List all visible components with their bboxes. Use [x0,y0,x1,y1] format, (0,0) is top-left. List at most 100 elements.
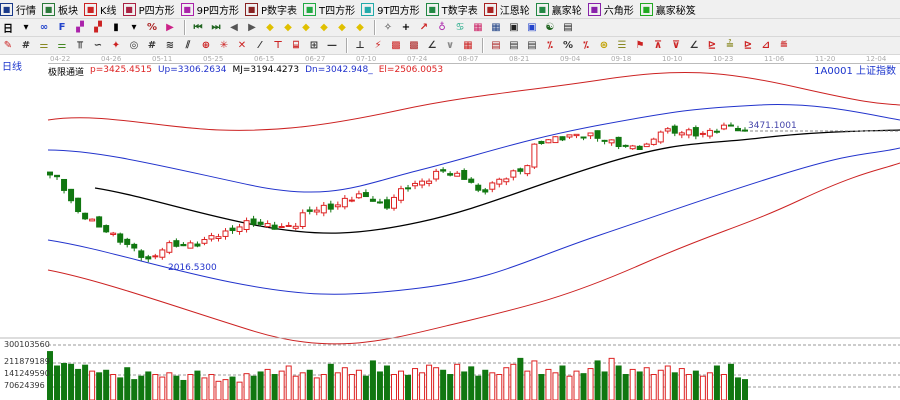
spark-icon[interactable]: ⚡ [374,40,382,51]
save-icon[interactable]: ▣ [527,22,537,33]
menu-item-label: 行情 [16,5,36,17]
shift-right-icon[interactable]: ◆ [320,22,328,33]
shift-up-icon[interactable]: ◆ [338,22,346,33]
zoom-out-icon[interactable]: ◆ [284,22,292,33]
menu-item-winner-wheel[interactable]: ■ 赢家轮 [535,2,582,17]
eq-icon[interactable]: ≟ [725,40,735,51]
candle-body [538,140,545,145]
list-icon[interactable]: ▤ [527,40,537,51]
volume-bar [348,374,355,400]
bar-icon[interactable]: ▮ [113,22,119,33]
t-icon[interactable]: ⊤ [273,40,283,51]
fib2-icon[interactable]: ⚌ [57,40,67,51]
box-icon[interactable]: ⌸ [293,40,299,51]
doc-icon[interactable]: ▣ [509,22,519,33]
date-icon[interactable]: ▦ [473,22,483,33]
menu-item-9p-square[interactable]: ■ 9P四方形 [180,2,239,17]
angle3-icon[interactable]: ⊵ [707,40,717,51]
menu-item-sector[interactable]: ■ 板块 [42,2,78,17]
menu-icon[interactable]: ☰ [617,40,627,51]
angle-icon[interactable]: ∠ [427,40,437,51]
perp-icon[interactable]: ⊥ [355,40,365,51]
dropdown2-icon[interactable]: ▾ [131,22,137,33]
cursor-icon[interactable]: ✧ [383,22,393,33]
f-icon[interactable]: F [58,22,66,33]
indicator-el: El=2506.0053 [378,65,444,75]
angle5-icon[interactable]: ⊿ [761,40,771,51]
sun-icon[interactable]: ⊛ [599,40,609,51]
flag-icon[interactable]: ▶ [166,22,174,33]
shift-left-icon[interactable]: ◆ [302,22,310,33]
grid3-icon[interactable]: ⊞ [309,40,319,51]
table2-icon[interactable]: ▤ [491,40,501,51]
volume-bar [152,374,159,400]
percent2-icon[interactable]: ⁒ [547,40,553,51]
first-icon[interactable]: ⏮ [193,22,203,33]
angle4-icon[interactable]: ⊵ [743,40,753,51]
menu-item-p-square[interactable]: ■ P四方形 [122,2,175,17]
dropdown-icon[interactable]: ▾ [23,22,29,33]
next-icon[interactable]: ▶ [248,22,256,33]
down-icon[interactable]: ⊽ [671,40,681,51]
kline-small-icon[interactable]: ▞ [76,22,84,33]
period-icon[interactable]: ∞ [39,22,49,33]
candle-body [727,124,734,127]
trend-icon[interactable]: ↗ [419,22,429,33]
crosshair-icon[interactable]: + [401,22,411,33]
flag2-icon[interactable]: ⚑ [635,40,645,51]
up-icon[interactable]: ⊼ [653,40,663,51]
grid-icon[interactable]: # [21,40,31,51]
menu-item-quote[interactable]: ■ 行情 [0,2,36,17]
menu-item-9t-square[interactable]: ■ 9T四方形 [361,2,420,17]
table3-icon[interactable]: ▤ [509,40,519,51]
v-icon[interactable]: ∨ [445,40,455,51]
astro-icon[interactable]: ♁ [438,22,446,33]
calc-icon[interactable]: ▦ [491,22,501,33]
menu-item-p-table[interactable]: ■ P数字表 [245,2,297,17]
grid2-icon[interactable]: # [147,40,157,51]
menu-item-hexagon[interactable]: ■ 六角形 [587,2,634,17]
slash-icon[interactable]: ⁄ [259,40,261,51]
star-icon[interactable]: ✦ [111,40,121,51]
table-icon[interactable]: ▦ [463,40,473,51]
percent4-icon[interactable]: ⁒ [583,40,589,51]
cross-icon[interactable]: ✕ [237,40,247,51]
menu-item-kline[interactable]: ■ K线 [84,2,117,17]
square2-icon[interactable]: ▩ [409,40,419,51]
percent3-icon[interactable]: % [562,40,574,51]
print-icon[interactable]: ▤ [563,22,573,33]
square-icon[interactable]: ▩ [391,40,401,51]
volume-bar [713,365,720,400]
eq2-icon[interactable]: ≝ [779,40,789,51]
cycle-icon[interactable]: ♋ [455,22,465,33]
shift-down-icon[interactable]: ◆ [356,22,364,33]
last-icon[interactable]: ⏭ [211,22,221,33]
fork-icon[interactable]: ⫪ [77,40,83,51]
fib-icon[interactable]: ⚌ [39,40,49,51]
prev-icon[interactable]: ◀ [230,22,238,33]
target-icon[interactable]: ⊕ [201,40,211,51]
burst-icon[interactable]: ✳ [219,40,229,51]
menu-item-gann-wheel[interactable]: ■ 江恩轮 [483,2,530,17]
fan-icon[interactable]: ⫽ [185,40,191,51]
kline-red-icon[interactable]: ▞ [94,22,102,33]
circle-icon[interactable]: ◎ [129,40,139,51]
lines-icon[interactable]: ≋ [165,40,175,51]
pen-icon[interactable]: ✎ [3,40,13,51]
candle-body [159,249,166,258]
candle-body [608,139,615,144]
zoom-in-icon[interactable]: ◆ [266,22,274,33]
volume-bar [103,369,110,400]
angle2-icon[interactable]: ∠ [689,40,699,51]
menu-item-t-square[interactable]: ■ T四方形 [303,2,355,17]
tool-icon[interactable]: ☯ [545,22,555,33]
line-icon[interactable]: — [327,40,337,51]
menu-item-dollar[interactable]: ■ 赢家秘笈 [639,2,696,17]
percent-icon[interactable]: % [146,22,158,33]
menu-item-t-table[interactable]: ■ T数字表 [425,2,478,17]
wave-icon[interactable]: ∽ [93,40,103,51]
calendar-icon[interactable]: 日 [3,24,13,35]
candle-body [257,221,264,225]
candle [369,196,376,202]
